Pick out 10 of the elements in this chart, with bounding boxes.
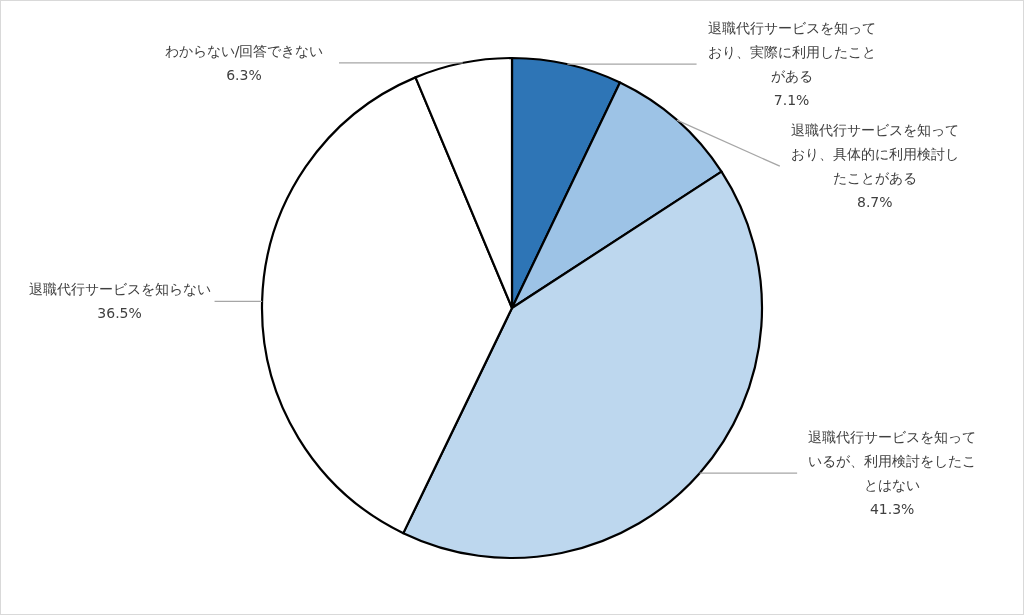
slice-label: 退職代行サービスを知っており、具体的に利用検討したことがある [790,122,959,187]
data-label: 8.7% [857,194,893,211]
data-label: 6.3% [226,66,262,83]
slice-label: 退職代行サービスを知らない [28,281,211,298]
data-label: 36.5% [97,305,142,322]
slice-label: わからない/回答できない [164,42,324,59]
slice-label: 退職代行サービスを知っているが、利用検討をしたことはない [808,429,977,494]
data-label: 41.3% [869,501,915,518]
slice-label: 退職代行サービスを知っており、実際に利用したことがある [707,20,876,85]
data-label: 7.1% [773,92,810,109]
